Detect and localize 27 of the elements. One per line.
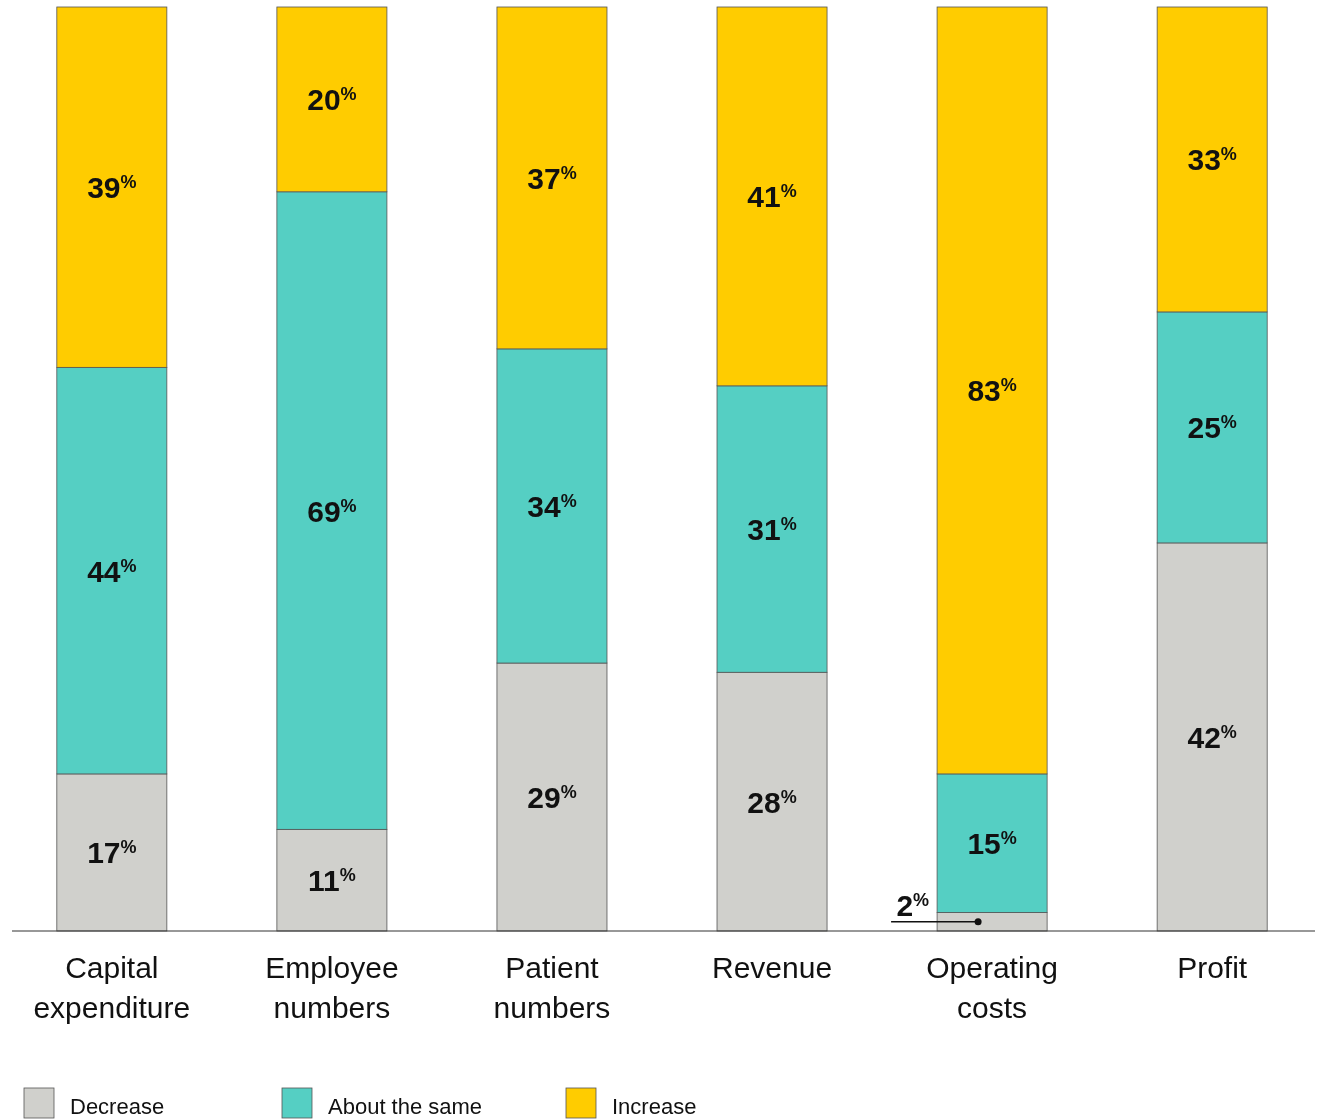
x-tick-label: Revenue [711, 951, 833, 984]
legend-label: Increase [612, 1094, 697, 1119]
data-label: 25$^{%}$ [1187, 411, 1237, 445]
data-label: 37$^{%}$ [527, 161, 577, 195]
data-label: 15$^{%}$ [967, 827, 1017, 861]
data-label: 44$^{%}$ [87, 554, 137, 588]
data-label: 20$^{%}$ [307, 83, 357, 117]
x-tick-label: Capital expenditure [33, 951, 191, 1024]
data-label: 41$^{%}$ [747, 180, 797, 214]
data-label: 31$^{%}$ [747, 513, 797, 547]
data-label: 42$^{%}$ [1187, 720, 1237, 754]
data-label: 11$^{%}$ [308, 864, 356, 898]
data-label: 39$^{%}$ [87, 171, 137, 205]
x-tick-label: Profit [1177, 951, 1248, 984]
x-tick-label: Patient numbers [493, 951, 611, 1024]
x-tick-label: Operating costs [926, 951, 1058, 1024]
legend-label: About the same [328, 1094, 483, 1119]
data-label: 34$^{%}$ [527, 489, 577, 523]
x-tick-label: Employee numbers [265, 951, 399, 1024]
data-label: 29$^{%}$ [527, 781, 577, 815]
data-label: 2$^{%}$ [896, 888, 930, 922]
data-label: 83$^{%}$ [967, 374, 1017, 408]
data-label: 33$^{%}$ [1187, 143, 1237, 177]
legend-label: Decrease [70, 1094, 165, 1119]
data-label: 69$^{%}$ [307, 494, 357, 528]
data-label: 28$^{%}$ [747, 785, 797, 819]
data-label: 17$^{%}$ [87, 836, 137, 870]
